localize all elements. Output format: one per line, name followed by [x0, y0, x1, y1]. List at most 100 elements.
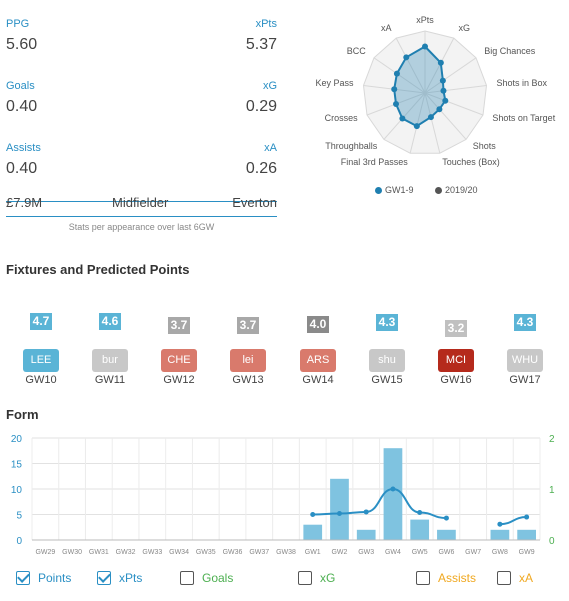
opponent-badge: shu [369, 349, 405, 372]
radar-axis-label: Shots on Target [492, 112, 556, 123]
ppg-value: 5.60 [6, 36, 38, 53]
radar-axis-line [395, 37, 426, 94]
opponent-badge: bur [92, 349, 128, 372]
toggle-label: Points [38, 571, 72, 585]
xa-value: 0.26 [245, 160, 277, 177]
radar-svg [362, 30, 488, 154]
radar-point [439, 77, 446, 84]
radar-axis-label: Throughballs [325, 140, 378, 151]
x-axis-tick: GW5 [412, 549, 428, 556]
predicted-points: 3.7 [167, 317, 191, 334]
x-axis-tick: GW37 [249, 549, 269, 556]
gameweek-label: GW14 [302, 374, 334, 386]
x-axis-tick: GW3 [358, 549, 374, 556]
fixture-item[interactable]: 4.3 shu GW15 [361, 313, 413, 386]
points-bar [383, 448, 403, 540]
xpts-line [499, 516, 527, 526]
radar-point [422, 43, 428, 50]
radar-axis-label: BCC [346, 46, 366, 57]
x-axis-tick: GW2 [331, 549, 347, 556]
radar-axis-label: Shots in Box [496, 78, 547, 89]
radar-legend-gw[interactable]: GW1-9 [375, 185, 414, 195]
radar-axis-label: Shots [472, 140, 496, 151]
radar-point [427, 114, 434, 121]
xg-value: 0.29 [245, 98, 277, 115]
xpts-point [497, 521, 503, 527]
xpts-value: 5.37 [245, 36, 277, 53]
radar-legend-season[interactable]: 2019/20 [435, 185, 478, 195]
gameweek-label: GW11 [94, 374, 126, 386]
toggle-label: Assists [438, 571, 477, 585]
radar-axis-line [424, 92, 441, 154]
x-axis-tick: GW33 [142, 549, 162, 556]
player-position: Midfielder [112, 195, 169, 210]
radar-point [440, 87, 447, 94]
radar-point [391, 86, 398, 93]
checkbox-icon[interactable] [16, 571, 30, 585]
left-axis-tick: 0 [16, 536, 22, 547]
toggle-xa[interactable]: xA [497, 571, 533, 585]
fixtures-title: Fixtures and Predicted Points [6, 262, 190, 277]
toggle-xpts[interactable]: xPts [97, 571, 142, 585]
fixture-item[interactable]: 4.7 LEE GW10 [15, 312, 67, 386]
series-toggles: Points xPts Goals xG Assists xA [0, 571, 569, 593]
radar-axis-label: Key Pass [315, 78, 354, 89]
goals-value: 0.40 [6, 98, 38, 115]
toggle-goals[interactable]: Goals [180, 571, 233, 585]
opponent-badge: MCI [438, 349, 474, 372]
points-bar [517, 529, 536, 540]
radar-axis-label: Touches (Box) [442, 156, 500, 167]
x-axis-tick: GW6 [438, 549, 454, 556]
fixture-item[interactable]: 3.2 MCI GW16 [430, 319, 482, 386]
toggle-points[interactable]: Points [16, 571, 71, 585]
fixture-item[interactable]: 4.3 WHU GW17 [499, 313, 551, 386]
checkbox-icon[interactable] [497, 571, 511, 585]
toggle-assists[interactable]: Assists [416, 571, 476, 585]
x-axis-tick: GW36 [223, 549, 243, 556]
right-axis-tick: 1 [549, 485, 555, 496]
radar-axis-line [383, 92, 426, 140]
stats-note: Stats per appearance over last 6GW [68, 222, 215, 232]
goals-label: Goals [6, 80, 35, 92]
toggle-xg[interactable]: xG [298, 571, 335, 585]
legend-label: GW1-9 [385, 185, 414, 195]
form-title: Form [6, 407, 39, 422]
checkbox-icon[interactable] [180, 571, 194, 585]
radar-point [399, 115, 406, 122]
form-chart: 0 5 10 15 20 0 1 2 GW29 GW30 GW31 GW32 GW33 GW34 GW35 G… [0, 430, 569, 560]
radar-axis-line [424, 37, 455, 94]
points-bar [437, 529, 456, 540]
radar-axis-line [373, 57, 426, 94]
fixture-item[interactable]: 4.0 ARS GW14 [292, 315, 344, 386]
x-axis-tick: GW35 [196, 549, 216, 556]
points-bar [490, 529, 510, 540]
checkbox-icon[interactable] [97, 571, 111, 585]
opponent-badge: lei [230, 349, 266, 372]
xpts-point [390, 486, 396, 492]
points-bar [356, 529, 376, 540]
radar-axis-label: Final 3rd Passes [340, 156, 408, 167]
player-meta: £7.9M Midfielder Everton [6, 193, 277, 217]
points-bar [303, 524, 323, 540]
xa-label: xA [264, 142, 277, 154]
legend-dot-icon [435, 186, 442, 194]
xg-label: xG [262, 80, 277, 92]
checkbox-icon[interactable] [298, 571, 312, 585]
fixture-item[interactable]: 3.7 lei GW13 [222, 316, 274, 386]
x-axis-tick: GW29 [35, 549, 55, 556]
x-axis-tick: GW31 [89, 549, 109, 556]
player-price: £7.9M [6, 195, 43, 210]
radar-axis-line [424, 92, 467, 140]
checkbox-icon[interactable] [416, 571, 430, 585]
radar-axis-line [424, 57, 477, 94]
opponent-badge: CHE [161, 349, 197, 372]
fixture-item[interactable]: 3.7 CHE GW12 [153, 316, 205, 386]
x-axis-tick: GW1 [305, 549, 321, 556]
legend-dot-icon [375, 186, 382, 194]
left-axis-tick: 15 [11, 460, 23, 471]
ppg-row: PPG xPts 5.60 5.37 [6, 18, 277, 80]
xpts-point [443, 515, 449, 521]
opponent-badge: WHU [507, 349, 543, 372]
stats-panel: PPG xPts 5.60 5.37 Goals xG 0.40 0.29 As… [6, 18, 277, 202]
fixture-item[interactable]: 4.6 bur GW11 [84, 312, 136, 386]
